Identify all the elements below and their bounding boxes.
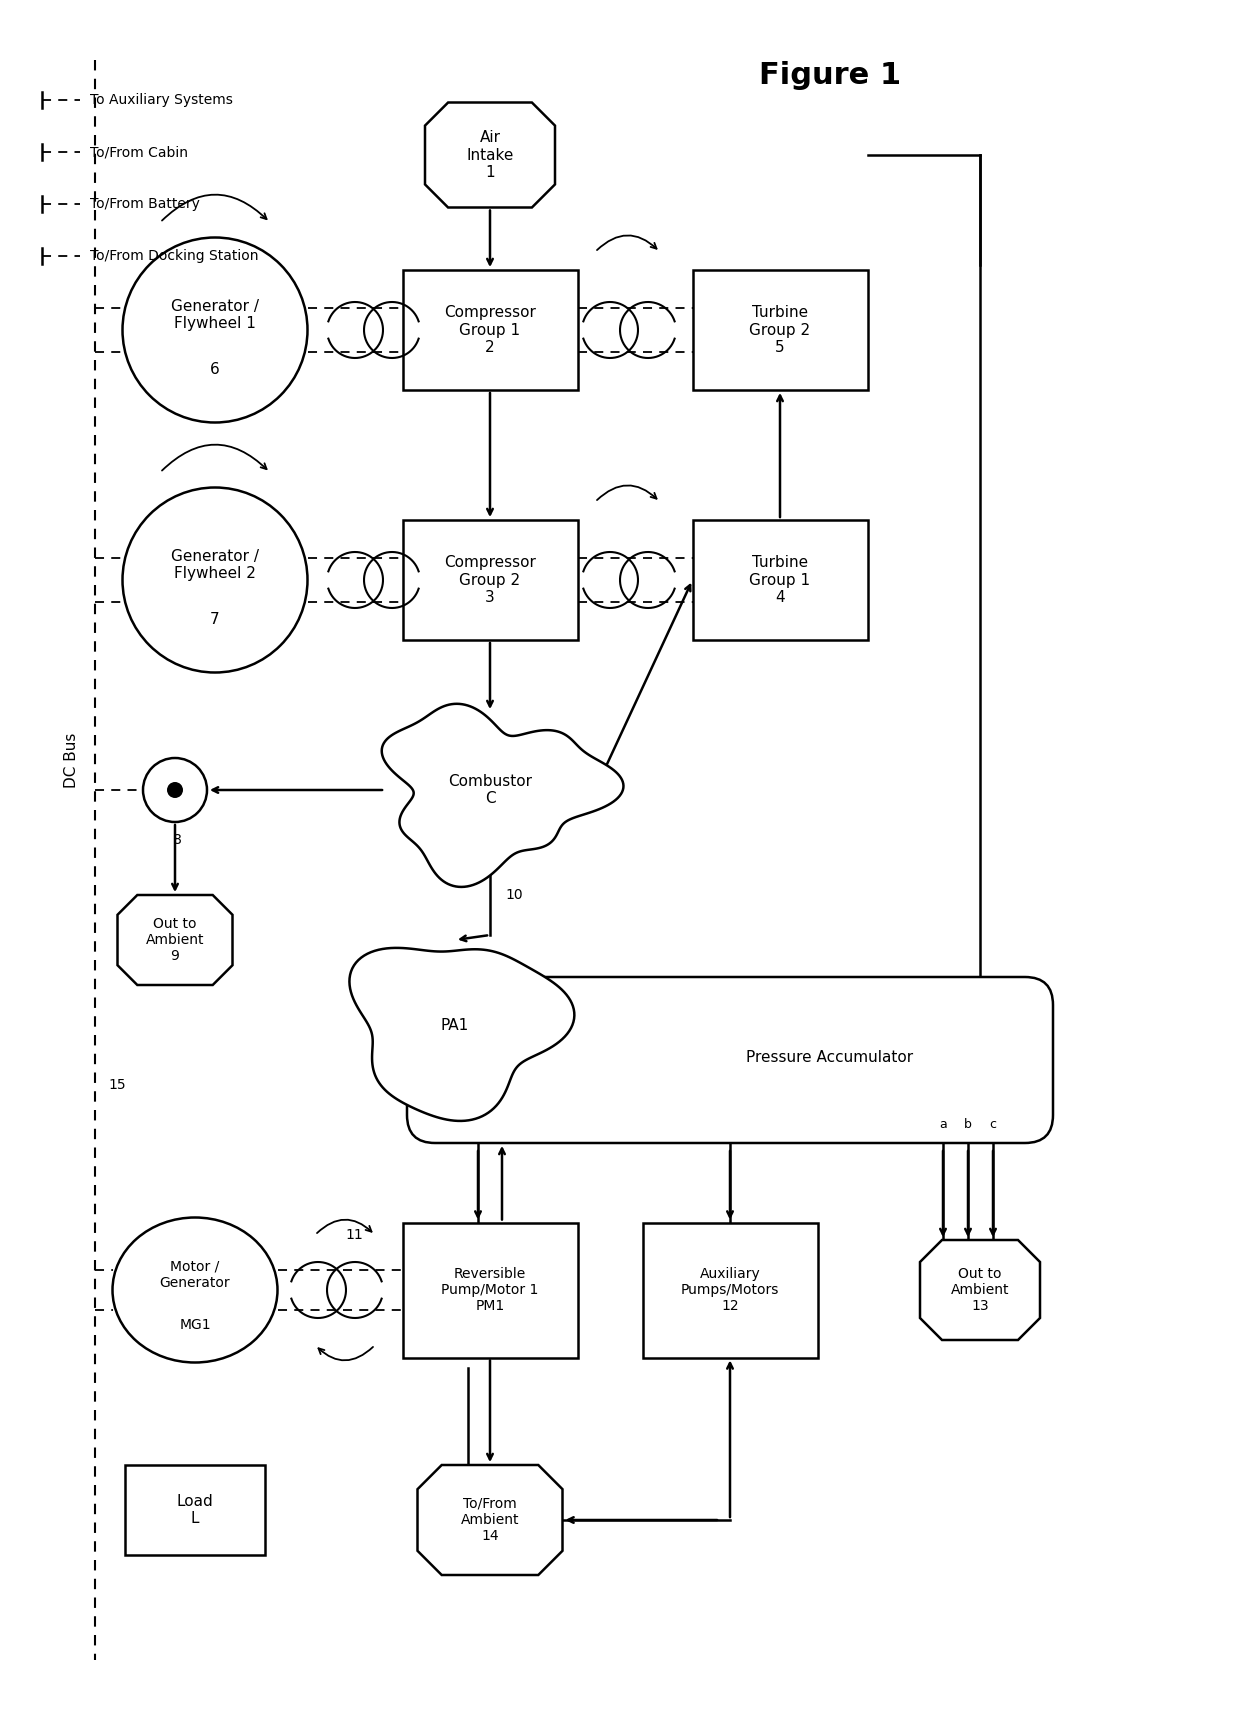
Polygon shape <box>350 949 574 1121</box>
Text: Load
L: Load L <box>176 1494 213 1527</box>
Text: Pressure Accumulator: Pressure Accumulator <box>746 1051 914 1066</box>
Text: To Auxiliary Systems: To Auxiliary Systems <box>91 93 233 107</box>
Polygon shape <box>118 895 233 985</box>
Text: c: c <box>990 1118 997 1132</box>
FancyBboxPatch shape <box>125 1465 265 1554</box>
Text: Air
Intake
1: Air Intake 1 <box>466 129 513 179</box>
Circle shape <box>143 757 207 823</box>
Text: Turbine
Group 1
4: Turbine Group 1 4 <box>749 555 811 605</box>
Text: Generator /
Flywheel 1: Generator / Flywheel 1 <box>171 298 259 331</box>
Circle shape <box>167 781 184 799</box>
Text: To/From Cabin: To/From Cabin <box>91 145 188 159</box>
Ellipse shape <box>123 488 308 673</box>
Text: Out to
Ambient
9: Out to Ambient 9 <box>146 916 205 963</box>
Text: Figure 1: Figure 1 <box>759 60 901 90</box>
Text: Out to
Ambient
13: Out to Ambient 13 <box>951 1266 1009 1313</box>
Text: 8: 8 <box>172 833 181 847</box>
Polygon shape <box>425 102 556 207</box>
FancyBboxPatch shape <box>403 271 578 390</box>
Text: Compressor
Group 1
2: Compressor Group 1 2 <box>444 305 536 355</box>
Text: MG1: MG1 <box>180 1318 211 1332</box>
Text: PA1: PA1 <box>441 1018 469 1033</box>
Text: 6: 6 <box>210 362 219 378</box>
Text: Reversible
Pump/Motor 1
PM1: Reversible Pump/Motor 1 PM1 <box>441 1266 538 1313</box>
Text: Turbine
Group 2
5: Turbine Group 2 5 <box>749 305 811 355</box>
FancyBboxPatch shape <box>642 1223 817 1358</box>
FancyBboxPatch shape <box>403 519 578 640</box>
Text: 10: 10 <box>505 888 522 902</box>
Text: To/From Battery: To/From Battery <box>91 197 200 210</box>
Text: b: b <box>963 1118 972 1132</box>
Text: 11: 11 <box>345 1228 363 1242</box>
Text: Motor /
Generator: Motor / Generator <box>160 1259 231 1290</box>
Polygon shape <box>418 1465 563 1575</box>
FancyBboxPatch shape <box>403 1223 578 1358</box>
Text: Compressor
Group 2
3: Compressor Group 2 3 <box>444 555 536 605</box>
Text: a: a <box>939 1118 947 1132</box>
Ellipse shape <box>123 238 308 423</box>
Text: Combustor
C: Combustor C <box>448 775 532 806</box>
Text: To/From
Ambient
14: To/From Ambient 14 <box>461 1497 520 1544</box>
Text: Auxiliary
Pumps/Motors
12: Auxiliary Pumps/Motors 12 <box>681 1266 779 1313</box>
Polygon shape <box>920 1240 1040 1340</box>
Polygon shape <box>382 704 624 887</box>
Text: 15: 15 <box>108 1078 125 1092</box>
Text: To/From Docking Station: To/From Docking Station <box>91 248 258 262</box>
FancyBboxPatch shape <box>692 519 868 640</box>
Text: 7: 7 <box>211 612 219 628</box>
FancyBboxPatch shape <box>407 976 1053 1144</box>
Ellipse shape <box>113 1218 278 1363</box>
Text: Generator /
Flywheel 2: Generator / Flywheel 2 <box>171 549 259 581</box>
FancyBboxPatch shape <box>692 271 868 390</box>
Text: DC Bus: DC Bus <box>64 733 79 788</box>
